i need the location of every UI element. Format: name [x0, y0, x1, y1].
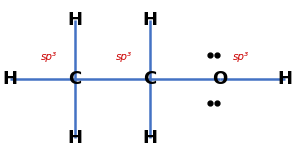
Text: H: H — [142, 129, 158, 147]
Text: sp³: sp³ — [233, 52, 249, 62]
Text: H: H — [278, 70, 292, 88]
Text: O: O — [212, 70, 228, 88]
Text: H: H — [142, 11, 158, 29]
Text: sp³: sp³ — [41, 52, 57, 62]
Text: H: H — [2, 70, 17, 88]
Text: sp³: sp³ — [116, 52, 132, 62]
Text: H: H — [68, 129, 82, 147]
Text: H: H — [68, 11, 82, 29]
Text: C: C — [143, 70, 157, 88]
Text: C: C — [68, 70, 82, 88]
